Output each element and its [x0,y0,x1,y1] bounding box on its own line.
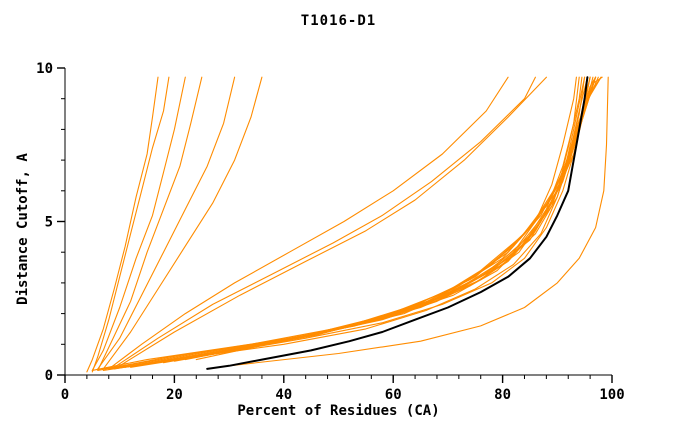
chart-title: T1016-D1 [300,13,377,29]
x-tick-label: 0 [61,387,69,403]
model-curve [184,76,603,361]
x-axis-label: Percent of Residues (CA) [237,403,440,419]
model-curve [97,76,580,371]
model-curve [228,76,609,367]
reference-curve [206,76,589,370]
model-curve [97,76,236,370]
model-curve [86,76,159,373]
model-curve [141,76,597,365]
model-curve [113,76,536,368]
model-curve [119,76,547,367]
x-tick-label: 40 [275,387,292,403]
model-curve [162,76,602,364]
model-curve [195,76,597,361]
model-curve [97,76,203,371]
model-curve [91,76,186,371]
y-tick-label: 5 [45,215,53,231]
x-tick-label: 80 [494,387,511,403]
model-curve [91,76,170,373]
x-tick-label: 20 [166,387,183,403]
model-curve [108,76,509,370]
y-tick-label: 0 [45,368,53,384]
model-curve [102,76,263,370]
x-tick-label: 60 [385,387,402,403]
model-curve [102,76,583,370]
y-tick-label: 10 [36,61,53,77]
model-curve [102,76,586,371]
x-tick-label: 100 [599,387,624,403]
